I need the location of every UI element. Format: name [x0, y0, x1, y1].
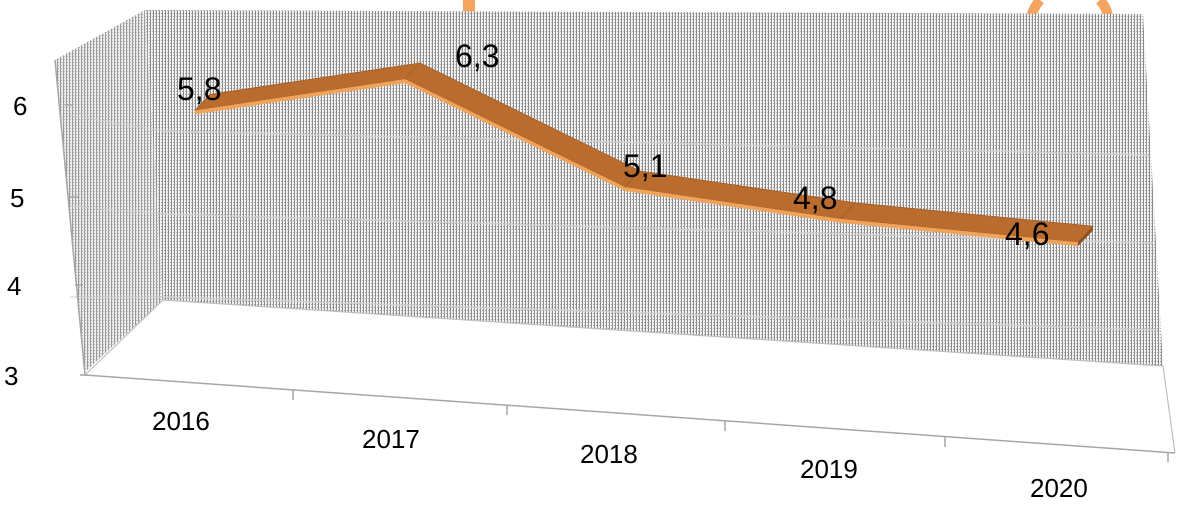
floor-back-edge [162, 299, 1164, 367]
data-label: 4,6 [1005, 216, 1049, 252]
x-axis-line [84, 374, 1176, 454]
data-label: 5,8 [177, 71, 221, 107]
y-tick-label: 4 [7, 271, 21, 301]
y-axis-tick-labels: 3 4 5 6 [4, 91, 27, 391]
x-tick-label: 2018 [580, 439, 638, 469]
y-tick-label: 3 [4, 361, 18, 391]
gridline-side [69, 114, 164, 132]
x-tick-label: 2020 [1030, 473, 1088, 503]
gridline [162, 213, 1154, 244]
ribbon-end-cap [1078, 226, 1093, 247]
floor-side-edge [84, 299, 164, 376]
floor-right-edge [1162, 365, 1176, 454]
gridline-side [69, 205, 164, 215]
y-tick-label: 5 [10, 183, 24, 213]
chart-side-wall [55, 10, 163, 372]
gridlines [69, 114, 1159, 331]
x-tick-label: 2019 [800, 454, 858, 484]
ribbon-segment-front [405, 79, 625, 192]
ribbon-segment-front [625, 187, 840, 223]
y-tick-label: 6 [13, 91, 27, 121]
ribbon-segment-front [195, 79, 405, 115]
ribbon-segment-front [840, 218, 1078, 247]
x-tick-label: 2017 [362, 424, 420, 454]
axes [54, 59, 1176, 462]
data-labels: 5,8 6,3 5,1 4,8 4,6 [177, 38, 1049, 252]
data-label: 4,8 [793, 180, 837, 216]
gridline [162, 296, 1159, 331]
y-axis-line [54, 59, 86, 376]
gridline [162, 130, 1149, 156]
x-tick-label: 2016 [152, 406, 210, 436]
data-label: 6,3 [455, 38, 499, 74]
data-label: 5,1 [623, 148, 667, 184]
series-ribbon [193, 62, 1094, 247]
x-axis-tick-labels: 2016 2017 2018 2019 2020 [152, 406, 1088, 503]
